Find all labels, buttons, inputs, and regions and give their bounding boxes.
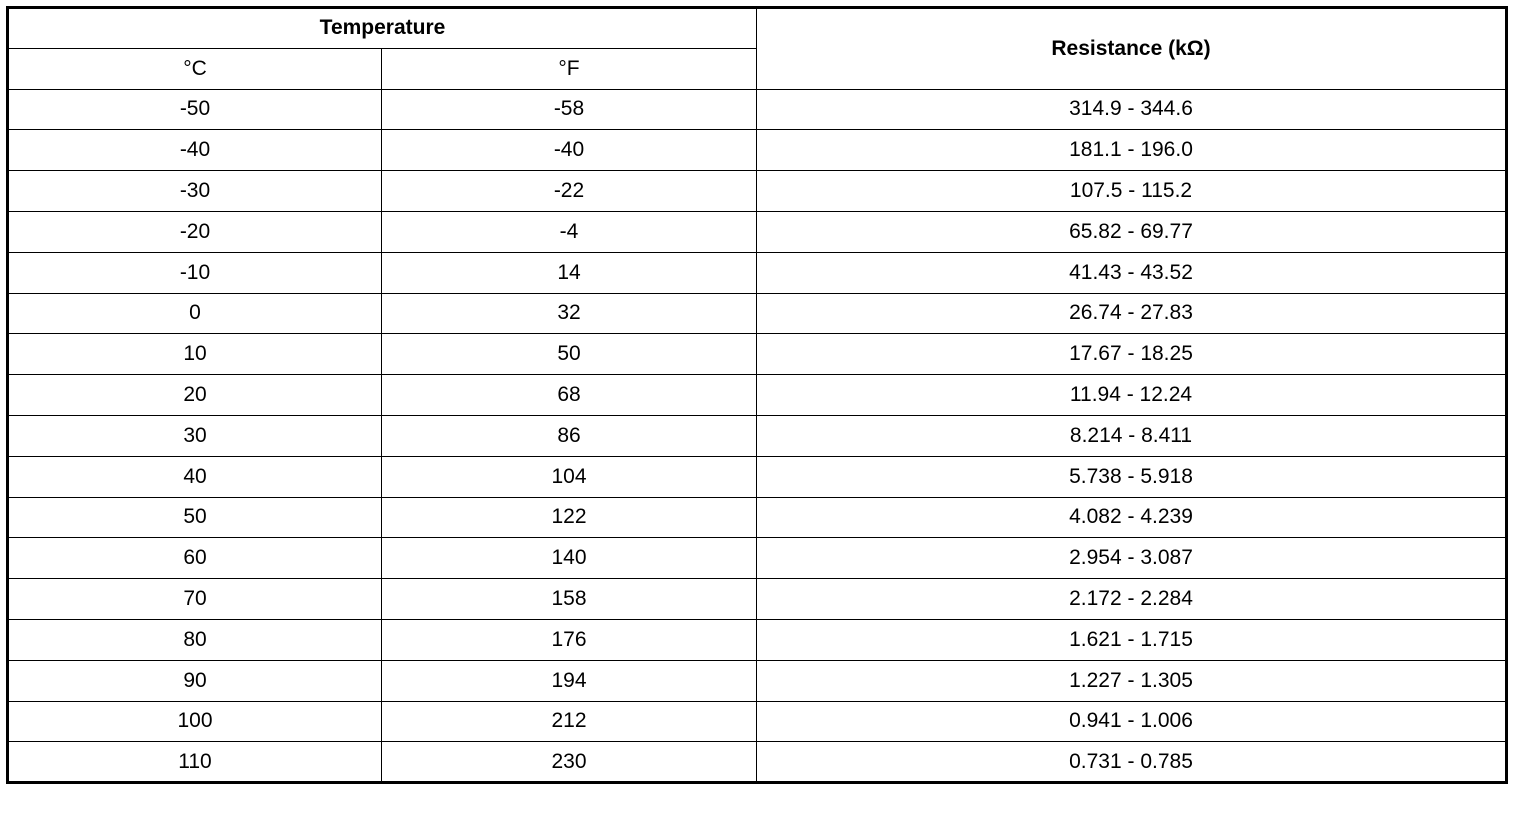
fahrenheit-cell: 104 bbox=[381, 455, 757, 498]
resistance-cell: 2.954 - 3.087 bbox=[756, 537, 1507, 580]
fahrenheit-cell: 68 bbox=[381, 374, 757, 416]
table-row: 20 68 11.94 - 12.24 bbox=[7, 374, 1507, 416]
resistance-cell: 2.172 - 2.284 bbox=[756, 578, 1507, 620]
resistance-cell: 41.43 - 43.52 bbox=[756, 251, 1507, 294]
celsius-cell: 20 bbox=[7, 374, 382, 416]
header-temperature: Temperature bbox=[7, 7, 757, 49]
header-celsius: °C bbox=[7, 47, 382, 90]
table-row: -20 -4 65.82 - 69.77 bbox=[7, 210, 1507, 253]
table-row: -30 -22 107.5 - 115.2 bbox=[7, 170, 1507, 212]
resistance-cell: 11.94 - 12.24 bbox=[756, 374, 1507, 416]
celsius-cell: 0 bbox=[7, 292, 382, 335]
fahrenheit-cell: 122 bbox=[381, 496, 757, 539]
fahrenheit-cell: -40 bbox=[381, 129, 757, 172]
fahrenheit-cell: 32 bbox=[381, 292, 757, 335]
table-row: -40 -40 181.1 - 196.0 bbox=[7, 129, 1507, 172]
resistance-cell: 8.214 - 8.411 bbox=[756, 414, 1507, 457]
table-row: 50 122 4.082 - 4.239 bbox=[7, 496, 1507, 539]
table-row: 80 176 1.621 - 1.715 bbox=[7, 618, 1507, 661]
resistance-cell: 107.5 - 115.2 bbox=[756, 170, 1507, 212]
table-row: 100 212 0.941 - 1.006 bbox=[7, 700, 1507, 743]
resistance-cell: 181.1 - 196.0 bbox=[756, 129, 1507, 172]
fahrenheit-cell: -22 bbox=[381, 170, 757, 212]
celsius-cell: -50 bbox=[7, 88, 382, 131]
celsius-cell: 50 bbox=[7, 496, 382, 539]
table-row: 10 50 17.67 - 18.25 bbox=[7, 333, 1507, 376]
celsius-cell: 70 bbox=[7, 578, 382, 620]
header-resistance: Resistance (kΩ) bbox=[756, 7, 1507, 90]
celsius-cell: 100 bbox=[7, 700, 382, 743]
celsius-cell: 10 bbox=[7, 333, 382, 376]
table-row: 70 158 2.172 - 2.284 bbox=[7, 578, 1507, 620]
fahrenheit-cell: 14 bbox=[381, 251, 757, 294]
fahrenheit-cell: -4 bbox=[381, 210, 757, 253]
resistance-table: Temperature Resistance (kΩ) °C °F -50 -58… bbox=[6, 6, 1508, 785]
fahrenheit-cell: 194 bbox=[381, 659, 757, 702]
resistance-cell: 4.082 - 4.239 bbox=[756, 496, 1507, 539]
resistance-cell: 26.74 - 27.83 bbox=[756, 292, 1507, 335]
celsius-cell: 110 bbox=[7, 741, 382, 784]
table-row: -50 -58 314.9 - 344.6 bbox=[7, 88, 1507, 131]
fahrenheit-cell: 212 bbox=[381, 700, 757, 743]
table-row: -10 14 41.43 - 43.52 bbox=[7, 251, 1507, 294]
resistance-cell: 65.82 - 69.77 bbox=[756, 210, 1507, 253]
table-row: 30 86 8.214 - 8.411 bbox=[7, 414, 1507, 457]
resistance-cell: 0.731 - 0.785 bbox=[756, 741, 1507, 784]
resistance-cell: 1.227 - 1.305 bbox=[756, 659, 1507, 702]
resistance-cell: 1.621 - 1.715 bbox=[756, 618, 1507, 661]
resistance-cell: 5.738 - 5.918 bbox=[756, 455, 1507, 498]
celsius-cell: -30 bbox=[7, 170, 382, 212]
resistance-cell: 0.941 - 1.006 bbox=[756, 700, 1507, 743]
celsius-cell: 80 bbox=[7, 618, 382, 661]
celsius-cell: 30 bbox=[7, 414, 382, 457]
celsius-cell: 60 bbox=[7, 537, 382, 580]
celsius-cell: -10 bbox=[7, 251, 382, 294]
table-row: 40 104 5.738 - 5.918 bbox=[7, 455, 1507, 498]
fahrenheit-cell: -58 bbox=[381, 88, 757, 131]
fahrenheit-cell: 176 bbox=[381, 618, 757, 661]
celsius-cell: 90 bbox=[7, 659, 382, 702]
resistance-cell: 314.9 - 344.6 bbox=[756, 88, 1507, 131]
celsius-cell: -20 bbox=[7, 210, 382, 253]
header-fahrenheit: °F bbox=[381, 47, 757, 90]
celsius-cell: -40 bbox=[7, 129, 382, 172]
celsius-cell: 40 bbox=[7, 455, 382, 498]
table-row: 90 194 1.227 - 1.305 bbox=[7, 659, 1507, 702]
fahrenheit-cell: 140 bbox=[381, 537, 757, 580]
header-row: Temperature Resistance (kΩ) bbox=[7, 7, 1507, 90]
table-row: 0 32 26.74 - 27.83 bbox=[7, 292, 1507, 335]
table-row: 110 230 0.731 - 0.785 bbox=[7, 741, 1507, 784]
fahrenheit-cell: 86 bbox=[381, 414, 757, 457]
fahrenheit-cell: 230 bbox=[381, 741, 757, 784]
fahrenheit-cell: 50 bbox=[381, 333, 757, 376]
resistance-cell: 17.67 - 18.25 bbox=[756, 333, 1507, 376]
table-row: 60 140 2.954 - 3.087 bbox=[7, 537, 1507, 580]
fahrenheit-cell: 158 bbox=[381, 578, 757, 620]
subheader-row: °C °F bbox=[7, 47, 1507, 90]
